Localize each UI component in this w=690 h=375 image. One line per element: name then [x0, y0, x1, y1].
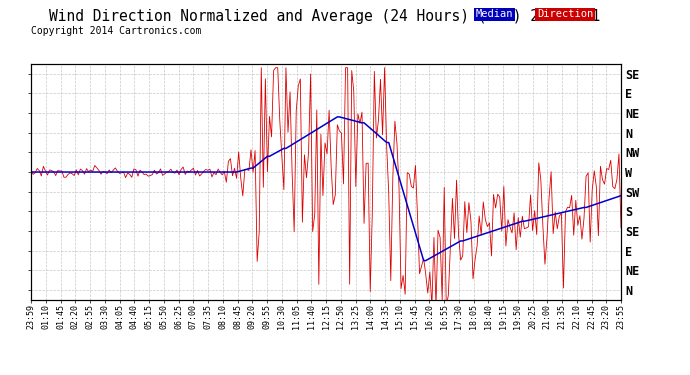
- Text: Wind Direction Normalized and Average (24 Hours) (Old) 20140831: Wind Direction Normalized and Average (2…: [49, 9, 600, 24]
- Text: Copyright 2014 Cartronics.com: Copyright 2014 Cartronics.com: [31, 26, 201, 36]
- Text: Direction: Direction: [537, 9, 593, 20]
- Text: Median: Median: [476, 9, 513, 20]
